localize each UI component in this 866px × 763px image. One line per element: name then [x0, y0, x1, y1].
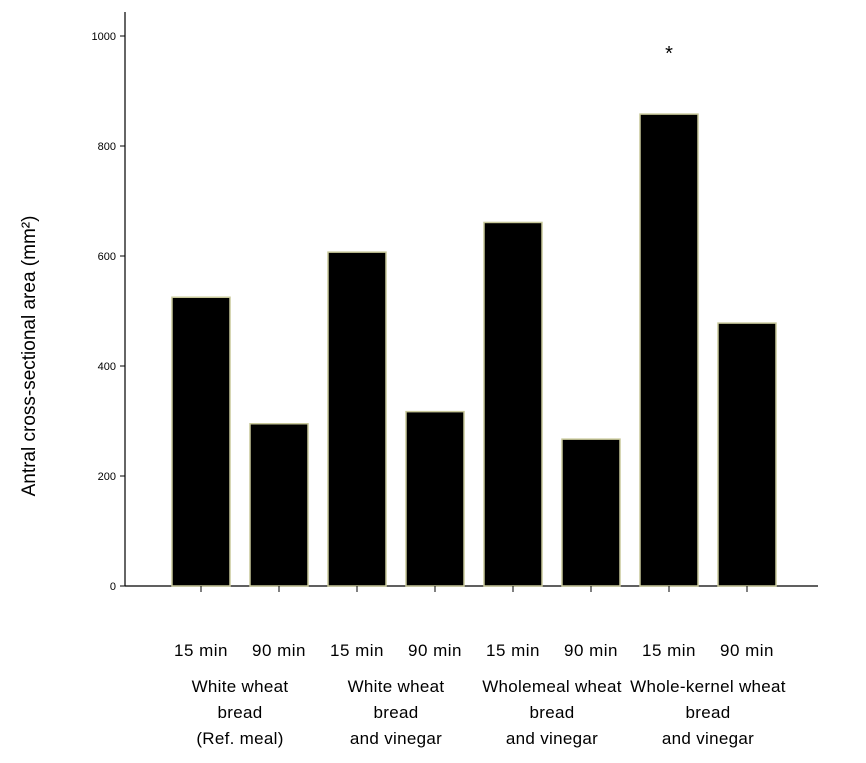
y-tick-label: 600: [98, 251, 116, 263]
group-label-line: White wheat: [348, 677, 445, 696]
x-tick-label: 90 min: [564, 641, 618, 660]
group-label-line: (Ref. meal): [196, 729, 283, 748]
group-label-line: bread: [530, 703, 575, 722]
x-tick-label: 90 min: [252, 641, 306, 660]
y-axis-ticks: 0 200 400 600 800 1000: [92, 31, 125, 593]
bar: [327, 251, 387, 587]
bars: *: [171, 43, 777, 587]
y-axis-title: Antral cross-sectional area (mm²): [19, 216, 40, 497]
group-label-line: White wheat: [192, 677, 289, 696]
group-label-line: Whole-kernel wheat: [630, 677, 786, 696]
x-tick-label: 15 min: [486, 641, 540, 660]
y-tick-label: 400: [98, 361, 116, 373]
bar: [561, 438, 621, 587]
bar: [171, 296, 231, 587]
group-label-line: and vinegar: [506, 729, 598, 748]
y-tick-label: 1000: [92, 31, 116, 43]
bar: [249, 423, 309, 587]
x-tick-label: 90 min: [720, 641, 774, 660]
group-label-line: bread: [686, 703, 731, 722]
group-label-line: and vinegar: [662, 729, 754, 748]
x-tick-label: 15 min: [330, 641, 384, 660]
bar: [717, 322, 777, 587]
group-label-line: bread: [218, 703, 263, 722]
bar: [639, 113, 699, 587]
significance-asterisk: *: [665, 43, 673, 65]
x-tick-label: 15 min: [642, 641, 696, 660]
y-tick-label: 800: [98, 141, 116, 153]
group-label-line: and vinegar: [350, 729, 442, 748]
x-axis-labels: 15 min 90 min 15 min 90 min 15 min 90 min 15 m…: [174, 641, 786, 748]
x-tick-label: 15 min: [174, 641, 228, 660]
group-label-line: bread: [374, 703, 419, 722]
x-axis-ticks: [200, 586, 748, 592]
plot-area: [124, 12, 818, 587]
bar: [483, 221, 543, 587]
y-tick-label: 0: [110, 581, 116, 593]
bar: [405, 410, 465, 587]
group-label-line: Wholemeal wheat: [482, 677, 622, 696]
y-tick-label: 200: [98, 471, 116, 483]
x-tick-label: 90 min: [408, 641, 462, 660]
